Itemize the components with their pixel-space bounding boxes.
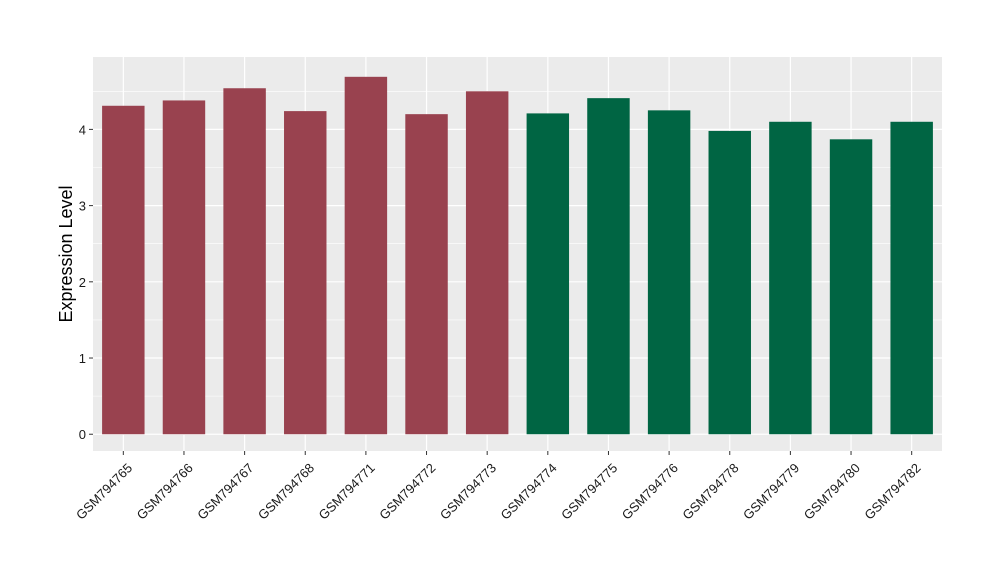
y-tick-label: 2 [79, 275, 86, 290]
bar [829, 139, 873, 435]
bar [344, 76, 388, 435]
bar [223, 88, 266, 435]
bar [405, 114, 448, 435]
y-tick-label: 3 [79, 199, 86, 214]
x-tick-label: GSM794766 [134, 460, 196, 522]
x-axis: GSM794765GSM794766GSM794767GSM794768GSM7… [73, 451, 924, 523]
bar [465, 91, 509, 435]
bar [102, 105, 145, 435]
y-tick-label: 4 [79, 122, 86, 137]
y-tick-label: 1 [79, 351, 86, 366]
x-tick-label: GSM794776 [619, 460, 681, 522]
x-tick-label: GSM794774 [498, 460, 560, 522]
y-axis: 0 1 2 3 4 [79, 122, 93, 442]
x-tick-label: GSM794773 [437, 460, 499, 522]
bars [102, 76, 933, 435]
bar [769, 121, 812, 435]
bar [647, 110, 691, 435]
bar [284, 111, 327, 435]
x-tick-label: GSM794772 [376, 460, 438, 522]
x-tick-label: GSM794779 [740, 460, 802, 522]
bar [162, 100, 206, 435]
bar [708, 130, 751, 435]
y-tick-label: 0 [79, 427, 86, 442]
x-tick-label: GSM794782 [861, 460, 923, 522]
x-tick-label: GSM794778 [679, 460, 741, 522]
x-tick-label: GSM794775 [558, 460, 620, 522]
x-tick-label: GSM794768 [255, 460, 317, 522]
plot-panel [93, 57, 942, 451]
x-tick-label: GSM794780 [801, 460, 863, 522]
bar [890, 121, 933, 435]
x-tick-label: GSM794771 [316, 460, 378, 522]
x-tick-label: GSM794765 [73, 460, 135, 522]
x-tick-label: GSM794767 [194, 460, 256, 522]
bar [587, 98, 630, 435]
bar [526, 113, 570, 435]
y-axis-label: Expression Level [56, 185, 76, 322]
